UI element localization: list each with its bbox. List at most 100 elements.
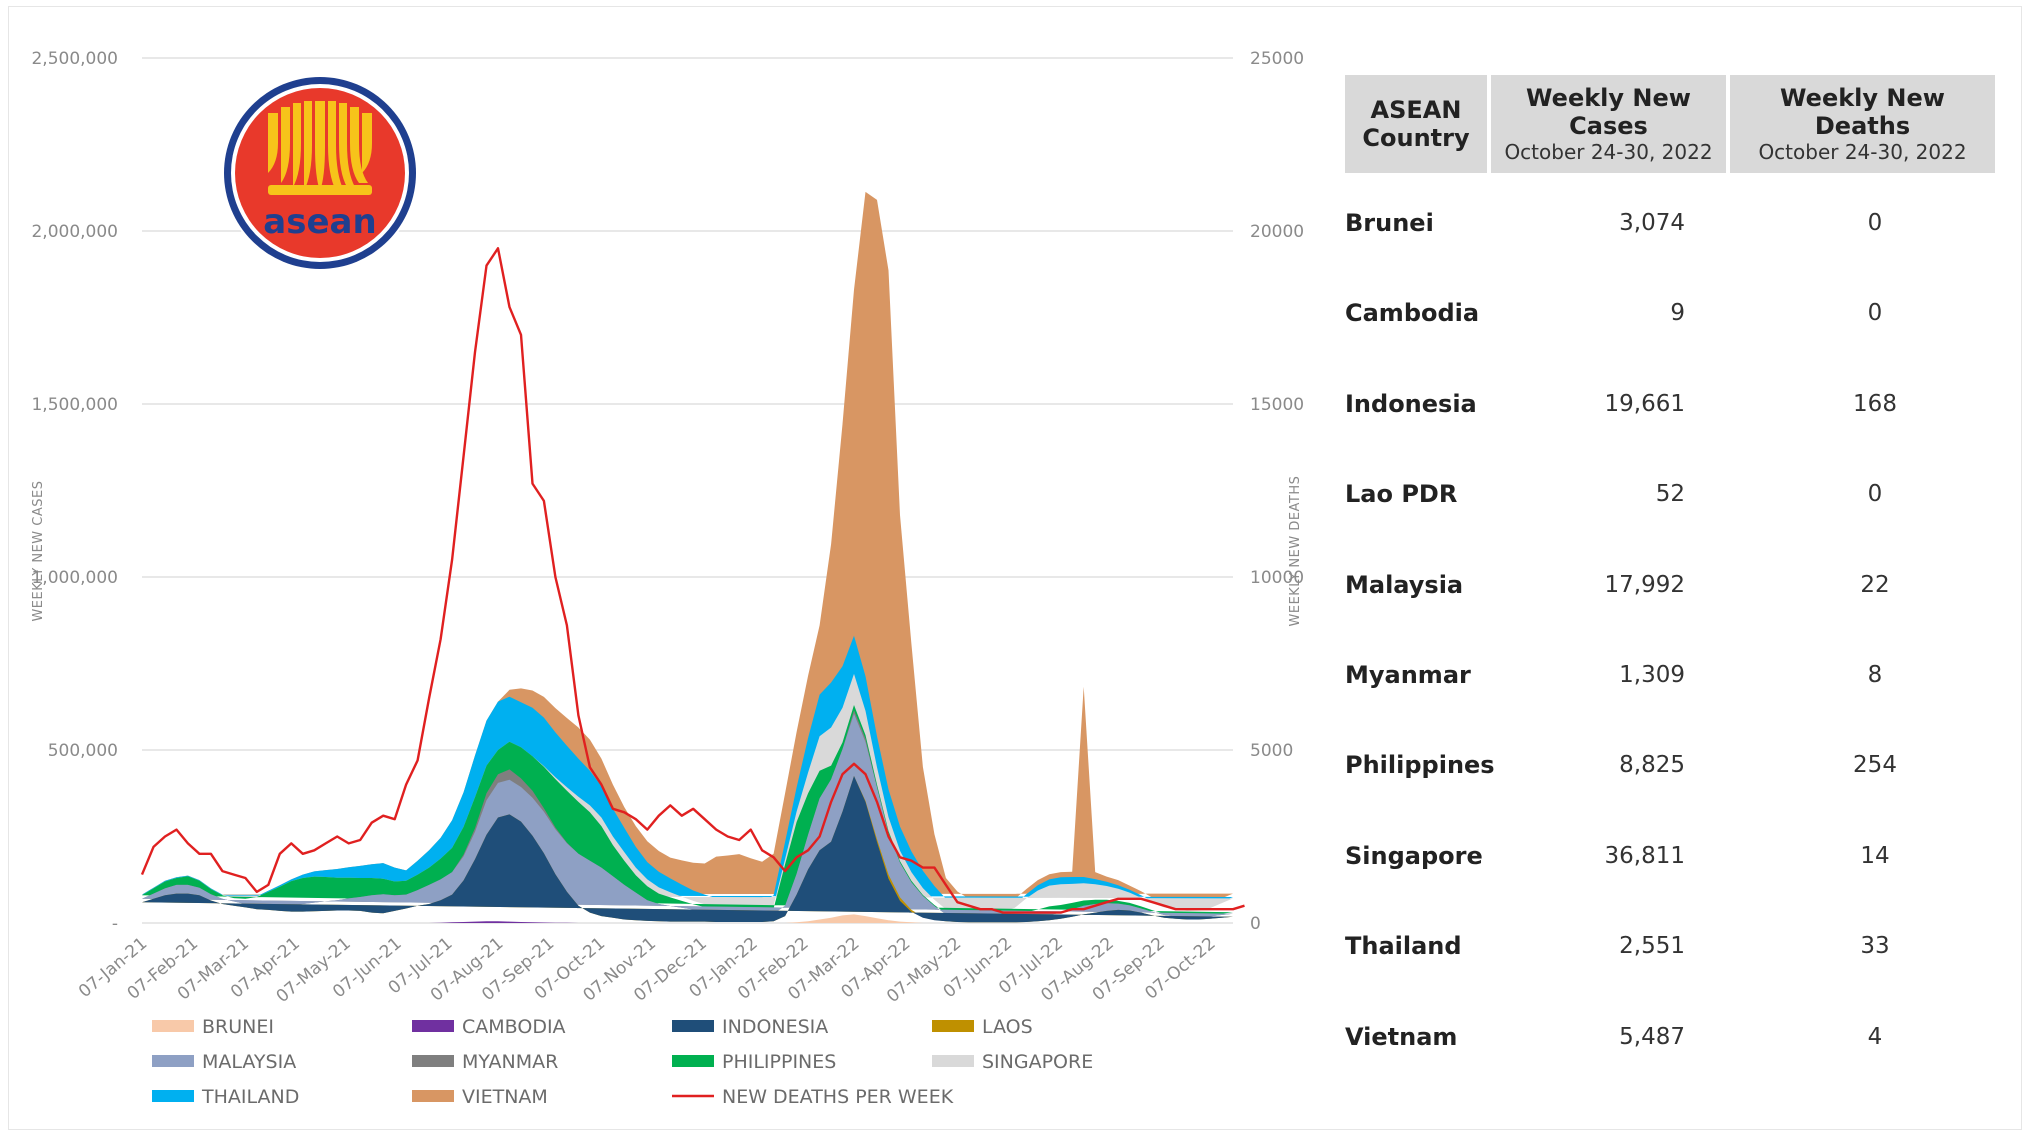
weekly-cases-value: 9	[1670, 300, 1685, 327]
country-name: Vietnam	[1345, 1022, 1458, 1051]
header-deaths: Weekly New Deaths October 24-30, 2022	[1730, 75, 1995, 173]
table-row: Lao PDR 52 0	[1345, 474, 1995, 514]
asean-logo-text: asean	[263, 202, 376, 242]
deaths-line	[140, 247, 1245, 914]
header-deaths-label: Weekly New Deaths	[1780, 84, 1945, 140]
weekly-cases-value: 1,309	[1619, 662, 1685, 688]
table-row: Cambodia 9 0	[1345, 293, 1995, 333]
header-cases: Weekly New Cases October 24-30, 2022	[1491, 75, 1726, 173]
legend-label: CAMBODIA	[462, 1016, 566, 1038]
weekly-deaths-value: 0	[1867, 481, 1883, 508]
asean-emblem-icon: asean	[222, 75, 418, 271]
legend-label: LAOS	[982, 1016, 1033, 1038]
weekly-deaths-value: 8	[1867, 662, 1883, 688]
legend-swatch	[412, 1090, 454, 1102]
legend-label: MYANMAR	[462, 1051, 558, 1073]
y-tick-label: -	[112, 914, 118, 934]
legend-swatch	[672, 1055, 714, 1067]
table-row: Thailand 2,551 33	[1345, 926, 1995, 966]
y2-tick-label: 15000	[1250, 395, 1304, 415]
legend-swatch	[932, 1055, 974, 1067]
country-name: Lao PDR	[1345, 480, 1458, 509]
weekly-deaths-value: 0	[1867, 300, 1883, 327]
table-header: ASEAN Country Weekly New Cases October 2…	[1345, 75, 1995, 173]
y2-tick-label: 5000	[1250, 741, 1293, 761]
legend-swatch	[152, 1020, 194, 1032]
legend-swatch	[412, 1020, 454, 1032]
legend-swatch	[672, 1020, 714, 1032]
legend-swatch	[152, 1055, 194, 1067]
y-tick-label: 1,500,000	[31, 395, 118, 415]
y2-axis-title: WEEKLY NEW DEATHS	[1288, 476, 1303, 627]
legend-label: INDONESIA	[722, 1016, 828, 1038]
country-name: Thailand	[1345, 932, 1462, 961]
table-row: Brunei 3,074 0	[1345, 203, 1995, 243]
weekly-cases-value: 2,551	[1619, 933, 1685, 960]
y-axis-title: WEEKLY NEW CASES	[31, 481, 46, 622]
weekly-deaths-value: 22	[1860, 571, 1890, 598]
weekly-cases-value: 17,992	[1604, 571, 1685, 598]
area-singapore	[142, 673, 1233, 916]
area-vietnam	[142, 191, 1233, 906]
weekly-deaths-value: 33	[1860, 933, 1890, 960]
legend-label: NEW DEATHS PER WEEK	[722, 1086, 954, 1108]
weekly-deaths-value: 254	[1853, 752, 1897, 779]
weekly-cases-value: 8,825	[1619, 752, 1685, 779]
legend-label: PHILIPPINES	[722, 1051, 836, 1073]
y2-tick-label: 25000	[1250, 49, 1304, 69]
deaths-line-layer	[140, 247, 1245, 914]
legend-label: VIETNAM	[462, 1086, 548, 1108]
legend-item-brunei: BRUNEI	[152, 1016, 274, 1038]
legend-swatch	[412, 1055, 454, 1067]
asean-logo: asean	[220, 73, 420, 273]
country-name: Philippines	[1345, 751, 1495, 780]
legend-item-laos: LAOS	[932, 1016, 1033, 1038]
country-name: Cambodia	[1345, 299, 1480, 328]
table-row: Myanmar 1,309 8	[1345, 655, 1995, 695]
country-name: Brunei	[1345, 209, 1434, 237]
weekly-cases-value: 36,811	[1604, 842, 1685, 869]
country-name: Myanmar	[1345, 661, 1471, 689]
legend-item-deaths: NEW DEATHS PER WEEK	[672, 1086, 954, 1108]
weekly-table: ASEAN Country Weekly New Cases October 2…	[1345, 75, 1995, 1051]
y-tick-label: 500,000	[48, 741, 118, 761]
table-row: Philippines 8,825 254	[1345, 745, 1995, 785]
header-cases-date: October 24-30, 2022	[1504, 140, 1713, 164]
weekly-cases-value: 52	[1655, 481, 1685, 508]
table-row: Singapore 36,811 14	[1345, 836, 1995, 876]
legend-item-singapore: SINGAPORE	[932, 1051, 1093, 1073]
legend-label: THAILAND	[201, 1086, 299, 1108]
figure-frame	[8, 6, 2022, 1130]
legend-label: BRUNEI	[202, 1016, 274, 1038]
legend-item-cambodia: CAMBODIA	[412, 1016, 566, 1038]
y2-tick-label: 10000	[1250, 568, 1304, 588]
weekly-deaths-value: 4	[1867, 1023, 1883, 1050]
legend-label: SINGAPORE	[982, 1051, 1093, 1073]
header-deaths-date: October 24-30, 2022	[1758, 140, 1967, 164]
weekly-cases-value: 3,074	[1619, 210, 1685, 236]
y-tick-label: 2,500,000	[31, 49, 118, 69]
table-row: Malaysia 17,992 22	[1345, 565, 1995, 605]
legend-item-myanmar: MYANMAR	[412, 1051, 558, 1073]
y2-tick-label: 20000	[1250, 222, 1304, 242]
y2-tick-label: 0	[1250, 914, 1261, 934]
legend: BRUNEI CAMBODIA INDONESIA LAOS MALAYSIA MYANM…	[152, 1016, 1093, 1108]
y-tick-label: 2,000,000	[31, 222, 118, 242]
weekly-cases-value: 5,487	[1619, 1023, 1685, 1050]
header-country-label: ASEAN Country	[1362, 96, 1470, 152]
y-tick-label: 1,000,000	[31, 568, 118, 588]
header-cases-label: Weekly New Cases	[1526, 84, 1691, 140]
weekly-deaths-value: 168	[1853, 390, 1897, 417]
legend-item-vietnam: VIETNAM	[412, 1086, 548, 1108]
stacked-areas	[142, 191, 1233, 923]
legend-label: MALAYSIA	[202, 1051, 296, 1073]
header-country: ASEAN Country	[1345, 75, 1487, 173]
table-row: Indonesia 19,661 168	[1345, 384, 1995, 424]
legend-swatch	[152, 1090, 194, 1102]
legend-item-malaysia: MALAYSIA	[152, 1051, 296, 1073]
weekly-deaths-value: 0	[1867, 210, 1883, 236]
country-name: Malaysia	[1345, 570, 1464, 599]
area-laos	[142, 776, 1233, 923]
weekly-deaths-value: 14	[1860, 842, 1890, 869]
